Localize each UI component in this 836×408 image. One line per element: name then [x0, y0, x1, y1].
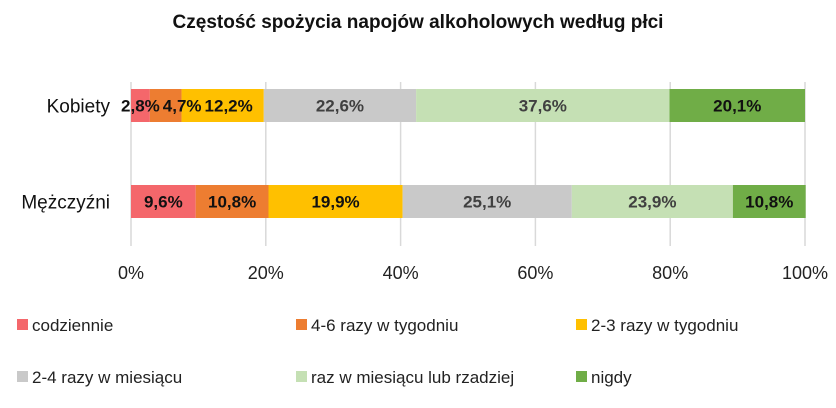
legend-label: 2-4 razy w miesiącu: [32, 368, 182, 387]
bar-segment: [669, 89, 805, 122]
legend-swatch: [17, 371, 28, 382]
data-label: 9,6%: [144, 193, 183, 212]
data-label: 4,7%: [163, 97, 202, 116]
legend-label: nigdy: [591, 368, 632, 387]
legend-swatch: [296, 319, 307, 330]
legend-item: 2-4 razy w miesiącu: [17, 368, 182, 387]
legend-label: codziennie: [32, 316, 113, 335]
legend-item: raz w miesiącu lub rzadziej: [296, 368, 514, 387]
legend-label: 2-3 razy w tygodniu: [591, 316, 738, 335]
legend-swatch: [576, 319, 587, 330]
bar-segment: [732, 185, 806, 218]
data-label: 22,6%: [316, 97, 364, 116]
x-tick-label: 60%: [517, 263, 553, 283]
legend-item: nigdy: [576, 368, 632, 387]
bar-segment: [416, 89, 670, 122]
legend-label: 4-6 razy w tygodniu: [311, 316, 458, 335]
chart-title: Częstość spożycia napojów alkoholowych w…: [173, 12, 664, 33]
x-tick-label: 100%: [782, 263, 828, 283]
data-label: 19,9%: [311, 193, 359, 212]
data-label: 10,8%: [745, 193, 793, 212]
bar-segment: [181, 89, 264, 122]
x-tick-label: 20%: [248, 263, 284, 283]
bar-segment: [402, 185, 572, 218]
bar-segment: [263, 89, 417, 122]
data-label: 37,6%: [519, 97, 567, 116]
data-label: 2,8%: [121, 97, 160, 116]
x-tick-label: 40%: [383, 263, 419, 283]
legend-swatch: [17, 319, 28, 330]
legend-label: raz w miesiącu lub rzadziej: [311, 368, 514, 387]
bar-segment: [131, 185, 196, 218]
x-tick-label: 80%: [652, 263, 688, 283]
bar-segment: [149, 89, 182, 122]
legend-item: 2-3 razy w tygodniu: [576, 316, 738, 335]
bar-segment: [131, 89, 150, 122]
bar-segment: [571, 185, 733, 218]
legend-swatch: [576, 371, 587, 382]
legend-swatch: [296, 371, 307, 382]
data-label: 10,8%: [208, 193, 256, 212]
data-label: 25,1%: [463, 193, 511, 212]
category-label: Mężczyźni: [21, 193, 110, 214]
legend-item: codziennie: [17, 316, 113, 335]
category-label: Kobiety: [47, 97, 111, 118]
bar-segment: [195, 185, 269, 218]
bar-segment: [268, 185, 403, 218]
data-label: 23,9%: [628, 193, 676, 212]
data-label: 20,1%: [713, 97, 761, 116]
x-tick-label: 0%: [118, 263, 144, 283]
data-label: 12,2%: [205, 97, 253, 116]
legend-item: 4-6 razy w tygodniu: [296, 316, 458, 335]
